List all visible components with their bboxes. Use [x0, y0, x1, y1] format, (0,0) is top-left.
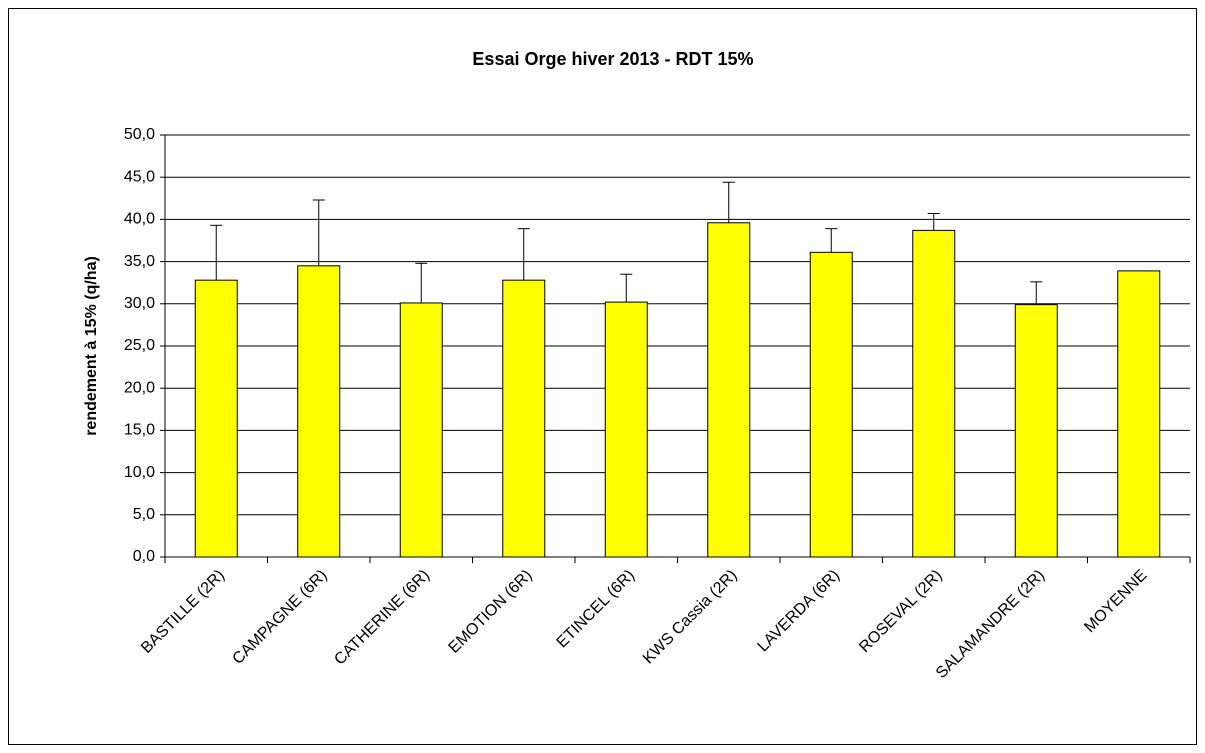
y-tick-label: 20,0: [124, 379, 155, 396]
bar: [707, 222, 751, 558]
bar: [297, 265, 341, 558]
chart-title: Essai Orge hiver 2013 - RDT 15%: [472, 49, 753, 69]
y-axis-label: rendement à 15% (q/ha): [83, 256, 100, 436]
bar: [1117, 270, 1161, 558]
bar: [502, 279, 546, 558]
y-tick-label: 10,0: [124, 464, 155, 481]
y-tick-label: 40,0: [124, 211, 155, 228]
y-tick-label: 25,0: [124, 337, 155, 354]
y-tick-label: 5,0: [133, 506, 155, 523]
bar: [604, 301, 648, 558]
bar: [194, 279, 238, 558]
y-tick-label: 35,0: [124, 253, 155, 270]
bar: [912, 229, 956, 558]
y-tick-label: 15,0: [124, 422, 155, 439]
y-tick-label: 50,0: [124, 126, 155, 143]
bar: [1014, 304, 1058, 558]
y-tick-label: 30,0: [124, 295, 155, 312]
bar: [809, 251, 853, 558]
y-tick-label: 0,0: [133, 548, 155, 565]
bar: [399, 302, 443, 558]
y-tick-label: 45,0: [124, 168, 155, 185]
